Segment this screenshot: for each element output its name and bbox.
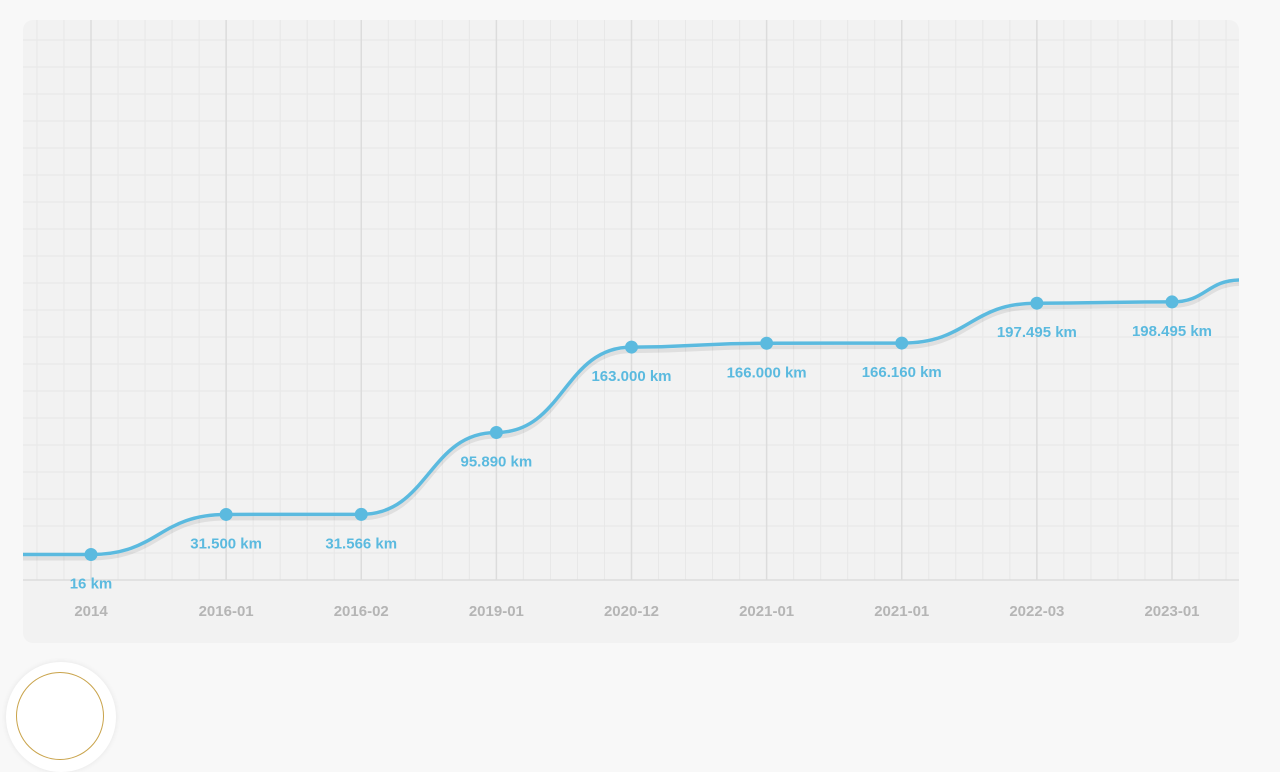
avatar[interactable] <box>6 662 116 772</box>
data-label: 95.890 km <box>461 454 533 471</box>
x-tick-label: 2021-01 <box>874 603 929 620</box>
data-point <box>625 340 638 354</box>
data-point <box>895 336 909 350</box>
x-tick-label: 2016-01 <box>199 603 254 620</box>
x-tick-label: 2019-01 <box>469 603 524 620</box>
series-line-shadow <box>23 282 1239 561</box>
data-point <box>489 426 503 440</box>
data-point <box>354 507 368 521</box>
data-point <box>760 336 774 350</box>
data-label: 163.000 km <box>591 368 671 385</box>
x-tick-label: 2021-01 <box>739 603 794 620</box>
data-label: 16 km <box>70 576 113 593</box>
series-line <box>23 278 1239 557</box>
data-label: 166.160 km <box>862 364 942 381</box>
x-tick-label: 2016-02 <box>334 603 389 620</box>
data-label: 198.495 km <box>1132 323 1212 340</box>
data-label: 31.566 km <box>325 535 397 552</box>
x-tick-label: 2022-03 <box>1009 603 1064 620</box>
data-point <box>1165 295 1179 309</box>
data-point <box>1030 296 1044 310</box>
data-label: 197.495 km <box>997 324 1077 341</box>
avatar-ring <box>16 672 104 760</box>
chart-card: 16 km 31.500 km 31.566 km 95.890 km 163.000 … <box>23 20 1239 643</box>
data-point <box>84 548 98 562</box>
x-tick-label: 2023-01 <box>1144 603 1199 620</box>
data-point <box>219 507 233 521</box>
data-label: 31.500 km <box>190 535 262 552</box>
x-tick-label: 2014 <box>74 603 108 620</box>
odometer-line-chart: 16 km 31.500 km 31.566 km 95.890 km 163.000 … <box>23 20 1239 620</box>
x-tick-label: 2020-12 <box>604 603 659 620</box>
data-label: 166.000 km <box>727 364 807 381</box>
